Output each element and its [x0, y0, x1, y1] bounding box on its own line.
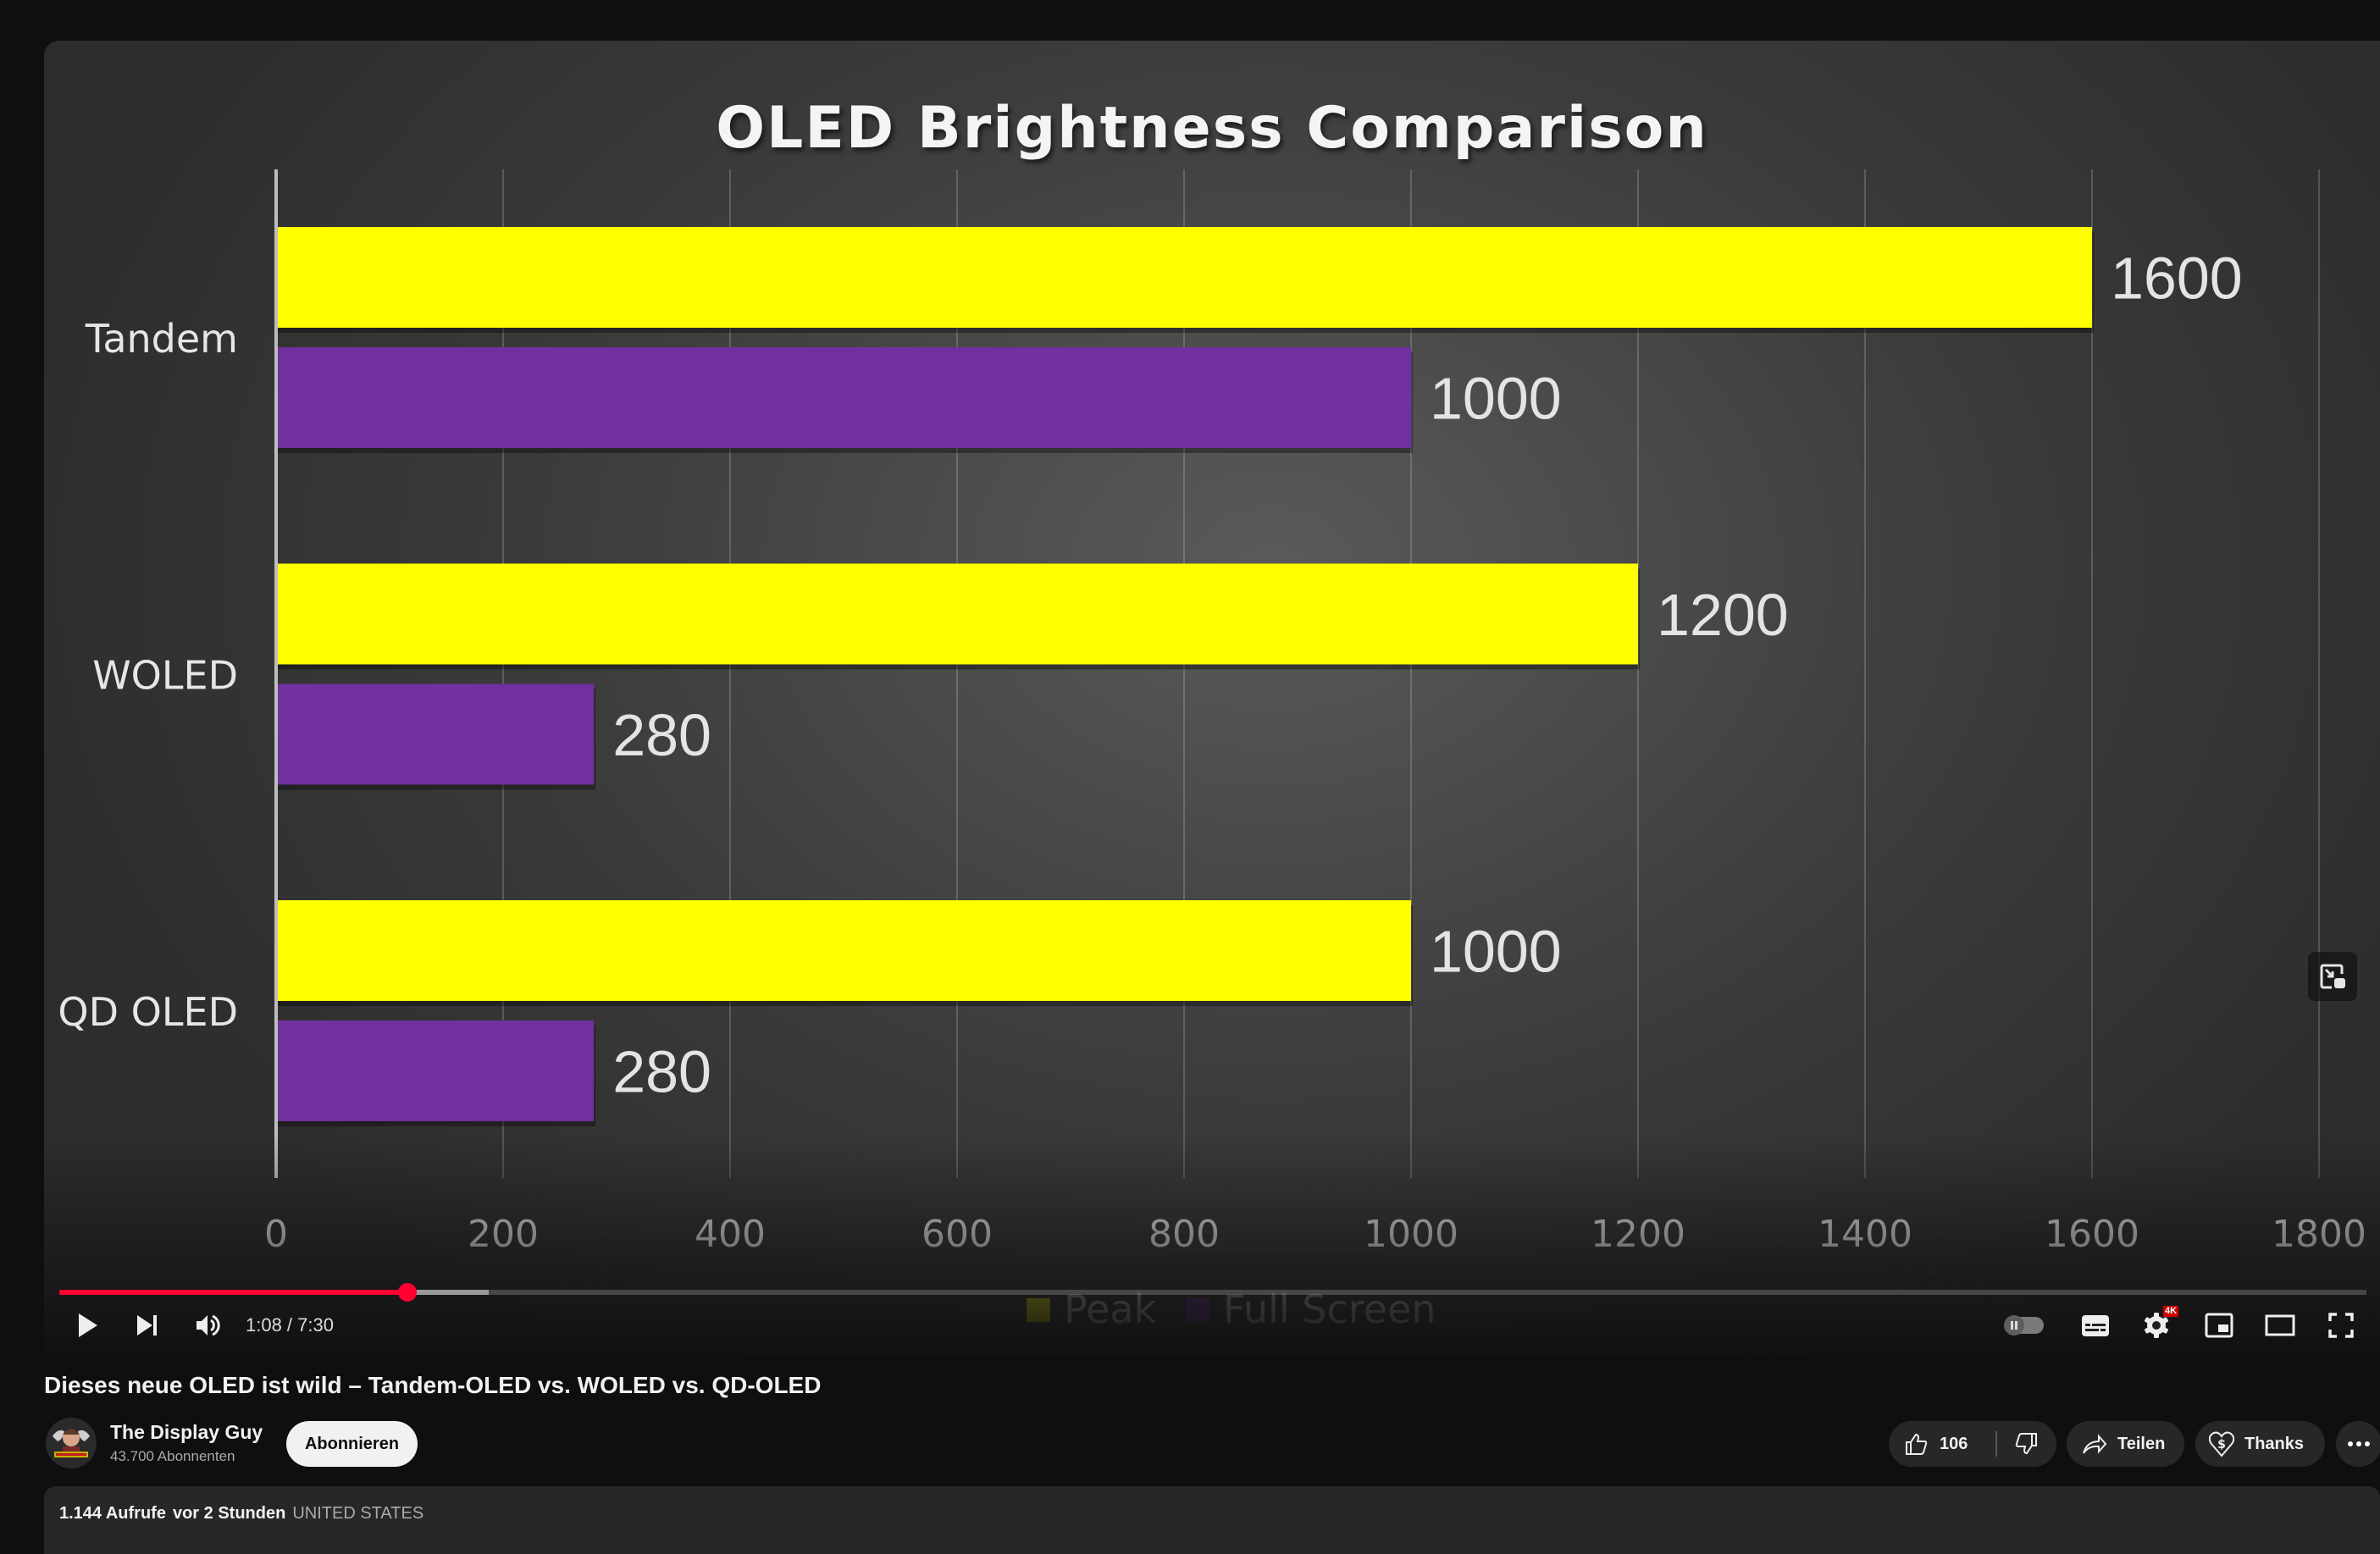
more-actions-button[interactable] — [2336, 1421, 2380, 1467]
bars — [278, 227, 2094, 1126]
bar-chart: Tandem WOLED QD OLED 0 200 400 600 800 1000 1200… — [58, 169, 2366, 1332]
miniplayer-button[interactable] — [2197, 1302, 2241, 1348]
x-tick-label: 1200 — [1591, 1213, 1685, 1256]
more-icon — [2348, 1441, 2370, 1446]
x-tick-label: 1400 — [1818, 1213, 1912, 1256]
data-label: 1600 — [2111, 246, 2243, 312]
play-button[interactable] — [71, 1302, 105, 1348]
volume-icon — [196, 1314, 220, 1336]
miniplayer-icon — [2205, 1313, 2233, 1338]
data-label: 1000 — [1430, 919, 1562, 985]
value-labels: 1600 1000 1200 280 1000 280 — [612, 246, 2243, 1105]
exit-pip-icon — [2320, 964, 2345, 989]
publish-date: vor 2 Stunden — [172, 1504, 286, 1523]
progress-played — [59, 1290, 408, 1295]
category-label: WOLED — [92, 653, 238, 699]
avatar-image — [46, 1418, 97, 1468]
like-divider — [1995, 1431, 1998, 1457]
thumbs-down-icon — [2015, 1433, 2038, 1455]
x-tick-label: 800 — [1148, 1213, 1220, 1256]
dislike-button[interactable] — [1997, 1421, 2056, 1467]
tick-labels: 0 200 400 600 800 1000 1200 1400 1600 1800 — [264, 1213, 2366, 1256]
x-tick-label: 0 — [264, 1213, 288, 1256]
like-button[interactable]: 106 — [1889, 1421, 1995, 1467]
x-tick-label: 1000 — [1364, 1213, 1458, 1256]
play-icon — [79, 1313, 97, 1337]
video-meta: 1.144 Aufrufe vor 2 Stunden UNITED STATES — [59, 1504, 423, 1524]
fullscreen-button[interactable] — [2319, 1302, 2363, 1348]
subtitles-icon — [2082, 1315, 2109, 1336]
theater-button[interactable] — [2258, 1302, 2302, 1348]
bar-peak — [278, 563, 1638, 665]
category-label: Tandem — [85, 316, 238, 362]
category-labels: Tandem WOLED QD OLED — [58, 316, 238, 1035]
channel-name[interactable]: The Display Guy — [110, 1421, 263, 1443]
subscribe-button[interactable]: Abonnieren — [286, 1421, 418, 1467]
view-count: 1.144 Aufrufe — [59, 1504, 166, 1523]
video-player[interactable]: OLED Brightness Comparison Tandem WOLED QD… — [44, 41, 2380, 1355]
share-button[interactable]: Teilen — [2067, 1421, 2184, 1467]
channel-avatar[interactable] — [46, 1418, 97, 1468]
volume-button[interactable] — [190, 1302, 225, 1348]
x-tick-label: 1800 — [2272, 1213, 2366, 1256]
settings-button[interactable]: 4K — [2134, 1302, 2179, 1348]
autoplay-toggle[interactable] — [2001, 1302, 2048, 1348]
bar-peak — [278, 227, 2092, 328]
location: UNITED STATES — [292, 1504, 424, 1523]
bar-peak — [278, 900, 1411, 1001]
progress-scrubber[interactable] — [398, 1283, 418, 1302]
data-label: 280 — [612, 1039, 711, 1105]
pip-overlay-button[interactable] — [2308, 952, 2357, 1001]
share-label: Teilen — [2117, 1434, 2166, 1453]
thanks-label: Thanks — [2244, 1434, 2305, 1453]
progress-bar[interactable] — [59, 1283, 2366, 1302]
subtitles-button[interactable] — [2073, 1302, 2117, 1348]
heart-dollar-icon: $ — [2209, 1431, 2234, 1457]
data-label: 1200 — [1657, 582, 1789, 648]
bar-full-screen — [278, 683, 595, 785]
autoplay-toggle-icon — [2004, 1315, 2044, 1336]
legend-swatch-peak — [1027, 1298, 1050, 1322]
share-icon — [2083, 1434, 2107, 1454]
subscriber-count: 43.700 Abonnenten — [110, 1448, 235, 1464]
like-count: 106 — [1940, 1434, 1968, 1453]
like-dislike-group: 106 — [1889, 1421, 2056, 1467]
time-display: 1:08 / 7:30 — [246, 1314, 334, 1336]
bar-full-screen — [278, 347, 1411, 448]
theater-icon — [2265, 1314, 2295, 1336]
data-label: 1000 — [1430, 366, 1562, 432]
x-tick-label: 1600 — [2045, 1213, 2139, 1256]
chart-title: OLED Brightness Comparison — [716, 95, 1708, 162]
svg-text:$: $ — [2217, 1438, 2226, 1452]
quality-badge: 4K — [2163, 1306, 2179, 1317]
data-label: 280 — [612, 702, 711, 768]
gridlines — [502, 169, 2320, 1178]
next-button[interactable] — [130, 1302, 164, 1348]
legend-swatch-full-screen — [1186, 1298, 1209, 1322]
gear-icon — [2145, 1313, 2168, 1338]
category-label: QD OLED — [58, 989, 238, 1035]
thanks-button[interactable]: $ Thanks — [2195, 1421, 2325, 1467]
thumbs-up-icon — [1906, 1433, 1928, 1455]
fullscreen-icon — [2328, 1313, 2354, 1338]
next-icon — [137, 1315, 157, 1336]
x-tick-label: 200 — [468, 1213, 539, 1256]
x-tick-label: 400 — [695, 1213, 766, 1256]
video-title: Dieses neue OLED ist wild – Tandem-OLED … — [44, 1372, 822, 1398]
x-tick-label: 600 — [922, 1213, 993, 1256]
bar-full-screen — [278, 1020, 595, 1121]
